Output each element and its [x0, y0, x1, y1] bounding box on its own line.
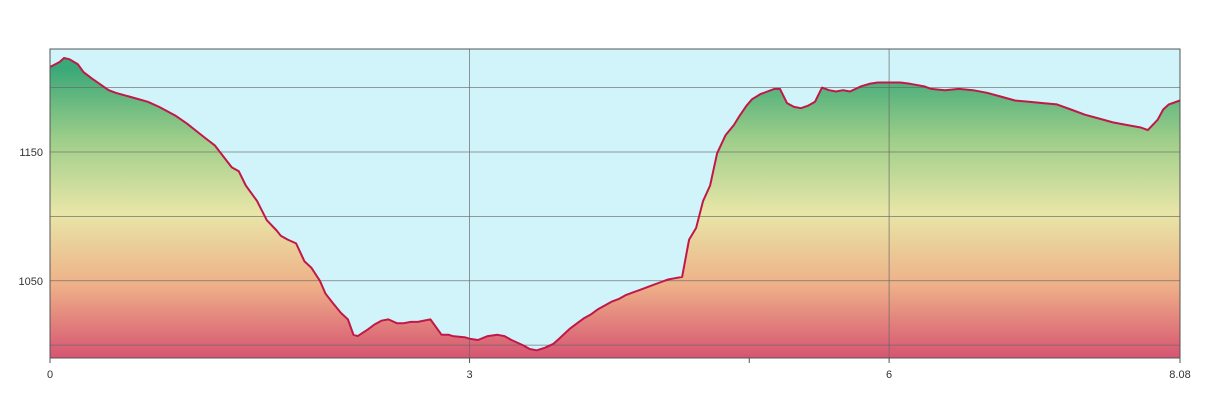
- profile-line: [49, 57, 1181, 352]
- y-tick-label: 1050: [19, 276, 43, 288]
- y-tick-label: 1150: [19, 147, 43, 159]
- x-tick-label: 3: [466, 369, 472, 381]
- x-tick-label: 8.08: [1169, 369, 1190, 381]
- x-tick-label: 0: [47, 369, 53, 381]
- grid-overlay: [50, 49, 1180, 358]
- plot-frame: [49, 48, 1181, 359]
- x-tick-label: 6: [886, 369, 892, 381]
- terrain-area: [50, 58, 1180, 358]
- tick-layer: 0 3 6 8.08 1150 1050: [19, 147, 1191, 381]
